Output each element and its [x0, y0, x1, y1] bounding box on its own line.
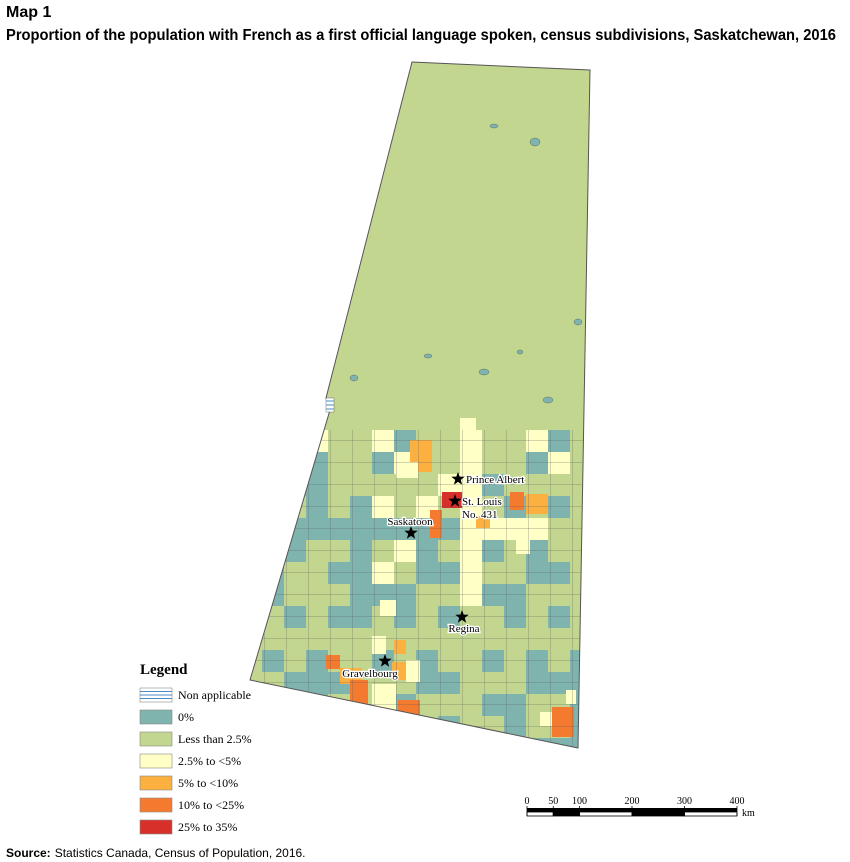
cell — [262, 430, 284, 452]
boundaries — [250, 430, 590, 748]
cell — [592, 672, 614, 694]
cell — [592, 430, 614, 452]
legend-swatch — [139, 797, 173, 813]
legend-label: 0% — [178, 710, 194, 724]
cell — [416, 716, 438, 738]
cell — [394, 738, 416, 748]
scale-tick-label: 400 — [730, 796, 745, 807]
city-label: No. 431 — [462, 509, 497, 521]
scale-segment — [579, 811, 633, 817]
scale-tick-label: 0 — [525, 796, 530, 807]
legend-swatch — [139, 775, 173, 791]
cell — [284, 430, 306, 452]
scale-segment — [684, 808, 737, 812]
city-label: Prince Albert — [466, 474, 524, 486]
legend-swatch — [139, 753, 173, 769]
scale-segment — [631, 811, 685, 817]
cell — [592, 452, 614, 474]
legend-swatch — [139, 819, 173, 835]
cell — [592, 496, 614, 518]
city-star — [378, 654, 392, 667]
legend-label: 5% to <10% — [178, 776, 238, 790]
cell — [250, 518, 262, 540]
scale-segment — [579, 808, 632, 812]
scale-segment — [552, 811, 580, 817]
city-star — [404, 526, 418, 539]
cell — [350, 716, 372, 738]
cell — [592, 562, 614, 584]
cell — [592, 716, 614, 738]
scale-tick-label: 300 — [677, 796, 692, 807]
legend-swatch — [139, 731, 173, 747]
scale-tick-label: 200 — [625, 796, 640, 807]
cell — [262, 474, 284, 496]
cell — [460, 738, 482, 748]
scale-tick-label: 100 — [572, 796, 587, 807]
cell — [592, 628, 614, 650]
scale-segment — [553, 808, 580, 812]
legend-label: Non applicable — [178, 688, 251, 702]
cell — [250, 430, 262, 452]
cell — [250, 496, 262, 518]
city-star — [448, 494, 462, 507]
scale-unit: km — [742, 808, 755, 819]
cell — [250, 628, 262, 650]
cell — [416, 738, 438, 748]
cell — [438, 738, 460, 748]
city-label: St. Louis — [462, 496, 502, 508]
cell — [592, 518, 614, 540]
cell — [284, 716, 306, 738]
scale-segment — [684, 811, 738, 817]
cell — [250, 474, 262, 496]
cell — [262, 694, 284, 716]
city-star — [451, 472, 465, 485]
province — [250, 62, 614, 748]
legend-title: Legend — [140, 662, 188, 678]
lakes — [349, 123, 583, 404]
cell — [262, 452, 284, 474]
cell — [592, 540, 614, 562]
scale-segment — [527, 808, 554, 812]
scale-segment — [632, 808, 685, 812]
city-label: Saskatoon — [387, 516, 433, 528]
legend-swatch — [139, 709, 173, 725]
legend-label: 25% to 35% — [178, 820, 237, 834]
map-label: Map 1 — [6, 4, 51, 21]
source: Source: Statistics Canada, Census of Popu… — [6, 846, 306, 860]
legend-label: 2.5% to <5% — [178, 754, 241, 768]
cell — [350, 738, 372, 748]
city-label: Regina — [448, 623, 479, 635]
source-label: Source: — [6, 846, 51, 860]
cell — [284, 474, 306, 496]
cell — [306, 738, 328, 748]
city-label: Gravelbourg — [342, 668, 398, 680]
cell — [592, 474, 614, 496]
scale-tick-label: 50 — [548, 796, 558, 807]
cell — [250, 452, 262, 474]
cell — [284, 738, 306, 748]
cell — [372, 738, 394, 748]
cell — [592, 606, 614, 628]
legend-label: 10% to <25% — [178, 798, 244, 812]
cell — [262, 540, 284, 562]
cell — [328, 738, 350, 748]
scale-segment — [526, 811, 554, 817]
legend-label: Less than 2.5% — [178, 732, 252, 746]
cell — [284, 452, 306, 474]
source-text: Statistics Canada, Census of Population,… — [55, 846, 306, 860]
map-title: Proportion of the population with French… — [6, 27, 836, 44]
city-star — [455, 610, 469, 623]
non-applicable-area — [325, 397, 335, 413]
cell — [262, 518, 284, 540]
